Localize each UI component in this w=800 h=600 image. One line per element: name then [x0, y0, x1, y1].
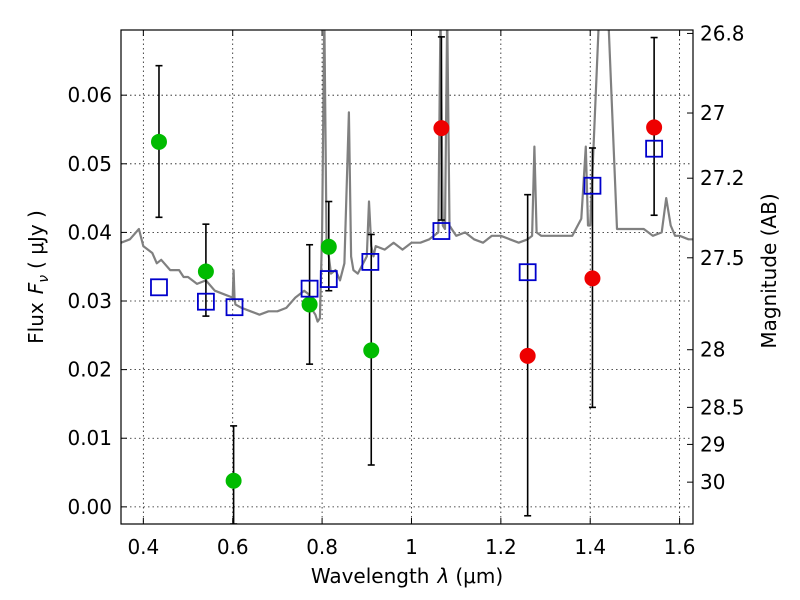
x-tick-label: 1 [405, 535, 418, 559]
x-axis-ticks: 0.4 0.6 0.8 1 1.2 1.4 1.6 [127, 30, 696, 559]
y-tick-label: 0.00 [67, 495, 112, 519]
green-data-point [363, 342, 380, 359]
y2-tick-label: 29 [700, 432, 725, 456]
right-magnitude-axis-ticks: 26.8 27 27.2 27.5 28 28.5 29 30 [687, 21, 745, 494]
model-square-marker [225, 298, 244, 317]
model-square-marker [300, 279, 319, 298]
red-data-point [519, 347, 536, 364]
y-axis-label: FluxFν( μJy ) [24, 210, 52, 344]
x-axis-label: Wavelength λ (μm) [311, 564, 503, 588]
model-square-marker [319, 270, 338, 288]
y-axis-ticks: 0.00 0.01 0.02 0.03 0.04 0.05 0.06 [67, 83, 127, 519]
marker-layer [150, 119, 664, 489]
y2-tick-label: 27.5 [700, 246, 745, 270]
spectrum-layer [121, 30, 693, 323]
model-square-marker [645, 139, 664, 158]
x-tick-label: 0.4 [127, 535, 159, 559]
errorbar-layer [155, 36, 658, 524]
y-tick-label: 0.01 [67, 426, 112, 450]
y-tick-label: 0.02 [67, 358, 112, 382]
x-tick-label: 0.6 [217, 535, 249, 559]
red-data-point [646, 119, 663, 136]
y-tick-label: 0.05 [67, 152, 112, 176]
red-data-point [433, 120, 450, 137]
y2-tick-label: 28.5 [700, 395, 745, 419]
y2-tick-label: 30 [700, 470, 725, 494]
y2-tick-label: 27 [700, 101, 725, 125]
x-tick-label: 1.4 [574, 535, 606, 559]
green-data-point [320, 238, 337, 255]
red-data-point [584, 270, 601, 287]
green-data-point [150, 133, 167, 150]
y2-tick-label: 26.8 [700, 21, 745, 45]
y-tick-label: 0.04 [67, 220, 112, 244]
y-tick-label: 0.06 [67, 83, 112, 107]
model-square-marker [197, 292, 215, 311]
model-square-marker [150, 278, 168, 297]
model-square-marker [432, 222, 451, 240]
plot-frame [120, 29, 694, 525]
model-square-marker [583, 176, 602, 195]
x-tick-label: 0.8 [306, 535, 338, 559]
green-data-point [197, 263, 214, 280]
x-tick-label: 1.6 [664, 535, 696, 559]
grid-lines [121, 30, 693, 524]
spectrum-line [121, 30, 693, 323]
model-square-marker [361, 253, 380, 271]
y2-tick-label: 28 [700, 338, 725, 362]
y2-tick-label: 27.2 [700, 166, 745, 190]
green-data-point [301, 296, 318, 313]
model-square-marker [518, 263, 537, 282]
y2-axis-label: Magnitude (AB) [757, 193, 781, 348]
x-tick-label: 1.2 [485, 535, 517, 559]
y-tick-label: 0.03 [67, 289, 112, 313]
green-data-point [225, 472, 242, 489]
